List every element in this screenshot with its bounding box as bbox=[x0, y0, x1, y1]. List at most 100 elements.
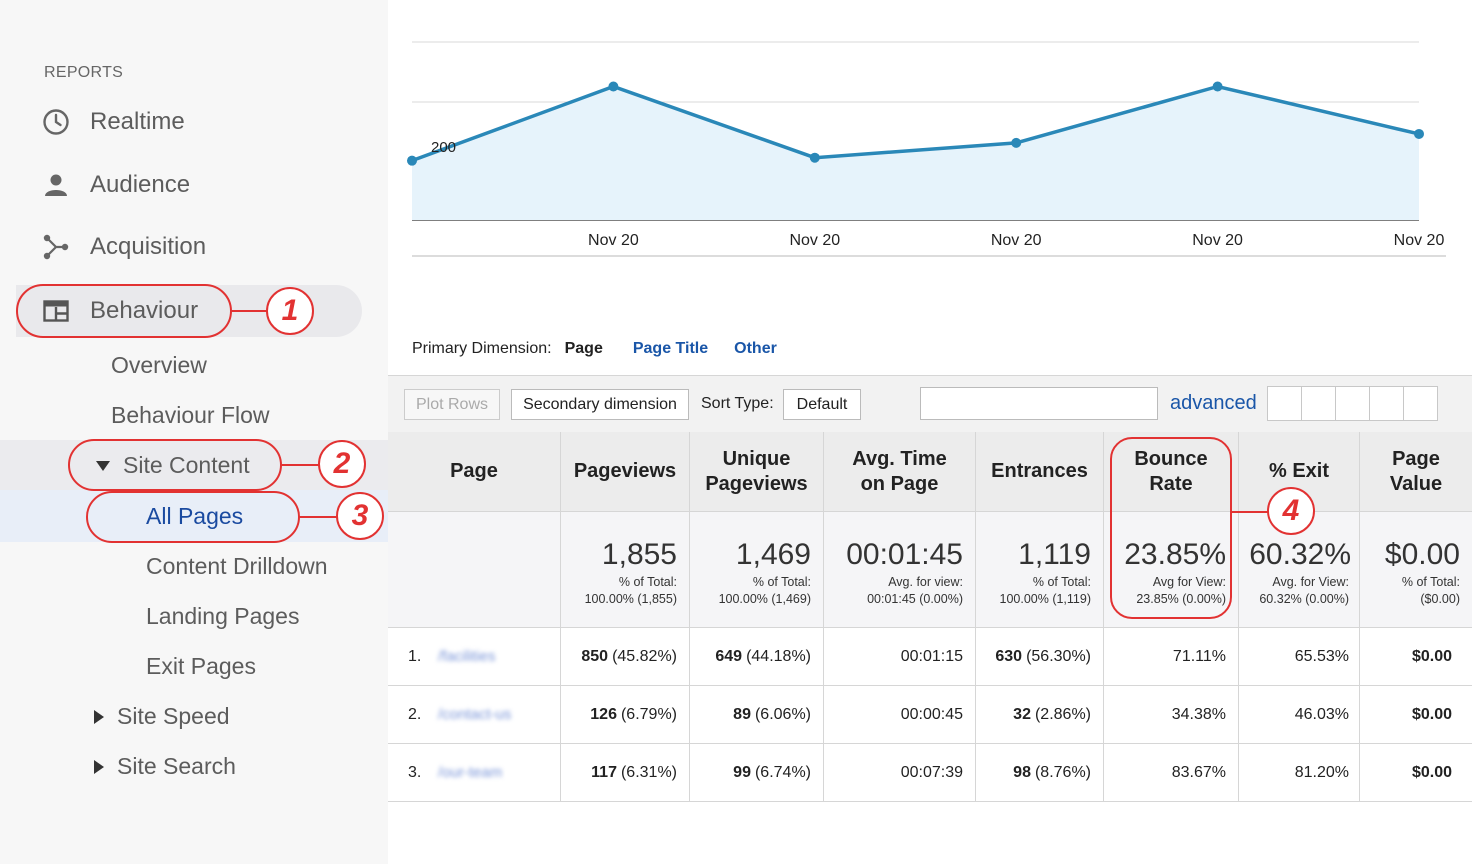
total-value: 1,119 bbox=[1018, 538, 1091, 571]
column-header-bounce-rate[interactable]: Bounce Rate bbox=[1104, 432, 1239, 511]
table-toolbar: Plot Rows Secondary dimension Sort Type:… bbox=[388, 375, 1472, 432]
row-number: 1. bbox=[408, 647, 422, 665]
annotation-badge-3: 3 bbox=[336, 492, 384, 540]
column-header-page-value[interactable]: Page Value bbox=[1389, 447, 1443, 495]
totals-cell-entrances: 1,119 % of Total: 100.00% (1,119) bbox=[976, 512, 1104, 627]
total-note: Avg. for View: 60.32% (0.00%) bbox=[1259, 575, 1349, 606]
chart-data-point[interactable] bbox=[1414, 128, 1424, 139]
chart-data-point[interactable] bbox=[608, 81, 619, 92]
chart-x-tick-label: Nov 20 bbox=[991, 232, 1042, 249]
view-percentage-button[interactable] bbox=[1301, 386, 1336, 421]
plot-rows-button[interactable]: Plot Rows bbox=[404, 389, 500, 420]
column-header-page[interactable]: Page bbox=[388, 432, 561, 511]
row-page-value: $0.00 bbox=[1411, 763, 1452, 781]
dimension-option-page-title[interactable]: Page Title bbox=[632, 340, 709, 357]
chart-data-point[interactable] bbox=[809, 152, 820, 163]
column-header-avg-time[interactable]: Avg. Time on Page bbox=[824, 432, 976, 511]
annotation-badge-1: 1 bbox=[266, 287, 314, 335]
sidebar-item-behaviour-flow[interactable]: Behaviour Flow bbox=[111, 402, 270, 428]
sidebar-item-behaviour[interactable]: Behaviour bbox=[0, 285, 388, 337]
chart-x-tick-label: Nov 20 bbox=[789, 232, 840, 249]
totals-cell-exit: 60.32% Avg. for View: 60.32% (0.00%) bbox=[1239, 512, 1360, 627]
sidebar-item-exit-pages[interactable]: Exit Pages bbox=[146, 653, 256, 679]
annotation-connector bbox=[231, 310, 267, 312]
table-row: 3. /our-team 117 (6.31%) 99 (6.74%) 00:07:… bbox=[388, 744, 1472, 802]
total-value: 1,855 bbox=[601, 538, 677, 571]
sidebar-item-realtime[interactable]: Realtime bbox=[0, 96, 388, 148]
total-note: Avg for View: 23.85% (0.00%) bbox=[1136, 575, 1226, 606]
sidebar-item-audience[interactable]: Audience bbox=[0, 159, 388, 211]
view-data-button[interactable] bbox=[1267, 386, 1302, 421]
table-search-input[interactable] bbox=[920, 387, 1158, 420]
annotation-badge-2: 2 bbox=[318, 440, 366, 488]
sidebar-item-landing-pages[interactable]: Landing Pages bbox=[146, 603, 300, 629]
advanced-filter-link[interactable]: advanced bbox=[1170, 392, 1257, 414]
total-value: 00:01:45 bbox=[846, 538, 963, 571]
row-entrances: 630 (56.30%) bbox=[976, 628, 1104, 685]
total-note: Avg. for view: 00:01:45 (0.00%) bbox=[867, 575, 963, 606]
behaviour-icon bbox=[42, 297, 70, 325]
row-page-cell: 1. /facilities bbox=[388, 628, 561, 685]
chart-x-tick-label: Nov 20 bbox=[1192, 232, 1243, 249]
column-header-unique-pageviews[interactable]: Unique Pageviews bbox=[690, 432, 824, 511]
row-exit: 46.03% bbox=[1239, 686, 1360, 743]
chart-data-point[interactable] bbox=[1212, 81, 1223, 92]
sidebar: REPORTS Realtime Audience Acquisition Be… bbox=[0, 0, 388, 864]
view-performance-button[interactable] bbox=[1335, 386, 1370, 421]
row-unique-pageviews: 89 (6.06%) bbox=[690, 686, 824, 743]
view-comparison-button[interactable] bbox=[1369, 386, 1404, 421]
total-note: % of Total: 100.00% (1,855) bbox=[584, 575, 677, 606]
page-link[interactable]: /our-team bbox=[438, 764, 503, 781]
sidebar-item-site-content[interactable]: Site Content bbox=[123, 452, 250, 478]
dimension-option-other[interactable]: Other bbox=[734, 340, 777, 357]
sidebar-item-acquisition[interactable]: Acquisition bbox=[0, 221, 388, 273]
annotation-oval-site-content bbox=[68, 439, 282, 491]
row-page-cell: 2. /contact-us bbox=[388, 686, 561, 743]
sidebar-item-content-drilldown[interactable]: Content Drilldown bbox=[146, 553, 328, 579]
total-value: 60.32% bbox=[1249, 538, 1351, 571]
annotation-oval-bounce-rate bbox=[1110, 437, 1232, 619]
sidebar-item-site-speed[interactable]: Site Speed bbox=[117, 703, 230, 729]
view-pivot-button[interactable] bbox=[1403, 386, 1438, 421]
sidebar-item-label: Realtime bbox=[90, 108, 185, 135]
column-header-pageviews[interactable]: Pageviews bbox=[561, 432, 690, 511]
person-icon bbox=[42, 171, 70, 199]
row-entrances: 32 (2.86%) bbox=[976, 686, 1104, 743]
row-bounce-rate: 83.67% bbox=[1104, 744, 1239, 801]
sidebar-item-label: Audience bbox=[90, 171, 191, 198]
annotation-connector bbox=[299, 516, 337, 518]
chart-area-fill bbox=[412, 86, 1419, 220]
totals-cell-page-value: $0.00 % of Total: ($0.00) bbox=[1360, 512, 1472, 627]
sidebar-item-site-search[interactable]: Site Search bbox=[117, 753, 236, 779]
row-page-value: $0.00 bbox=[1411, 647, 1452, 665]
totals-cell-pageviews: 1,855 % of Total: 100.00% (1,855) bbox=[561, 512, 690, 627]
expanded-arrow-icon bbox=[96, 461, 110, 471]
chart-data-point[interactable] bbox=[407, 155, 417, 166]
page-link[interactable]: /facilities bbox=[438, 648, 496, 665]
chart-x-tick-label: Nov 20 bbox=[588, 232, 639, 249]
chart-x-tick-label: Nov 20 bbox=[1394, 232, 1445, 249]
sidebar-item-overview[interactable]: Overview bbox=[111, 352, 207, 378]
dimension-option-page[interactable]: Page bbox=[564, 340, 603, 357]
annotation-badge-4: 4 bbox=[1267, 487, 1315, 535]
annotation-connector bbox=[281, 464, 319, 466]
row-avg-time: 00:01:15 bbox=[824, 628, 976, 685]
totals-cell-avg-time: 00:01:45 Avg. for view: 00:01:45 (0.00%) bbox=[824, 512, 976, 627]
column-header-exit[interactable]: % Exit bbox=[1239, 432, 1360, 511]
column-header-entrances[interactable]: Entrances bbox=[976, 432, 1104, 511]
view-mode-buttons bbox=[1267, 386, 1438, 421]
row-pageviews: 117 (6.31%) bbox=[561, 744, 690, 801]
primary-dimension-label: Primary Dimension: bbox=[412, 340, 552, 357]
acquisition-icon bbox=[42, 233, 70, 261]
annotation-oval-all-pages bbox=[86, 491, 300, 543]
totals-cell-page bbox=[388, 512, 561, 627]
total-note: % of Total: ($0.00) bbox=[1401, 575, 1460, 606]
sidebar-item-all-pages[interactable]: All Pages bbox=[146, 503, 244, 529]
row-page-value: $0.00 bbox=[1411, 705, 1452, 723]
chart-data-point[interactable] bbox=[1011, 137, 1022, 148]
page-link[interactable]: /contact-us bbox=[438, 706, 512, 723]
secondary-dimension-button[interactable]: Secondary dimension bbox=[511, 389, 689, 420]
total-note: % of Total: 100.00% (1,119) bbox=[999, 575, 1092, 606]
row-page-cell: 3. /our-team bbox=[388, 744, 561, 801]
sort-type-select[interactable]: Default bbox=[783, 389, 861, 420]
